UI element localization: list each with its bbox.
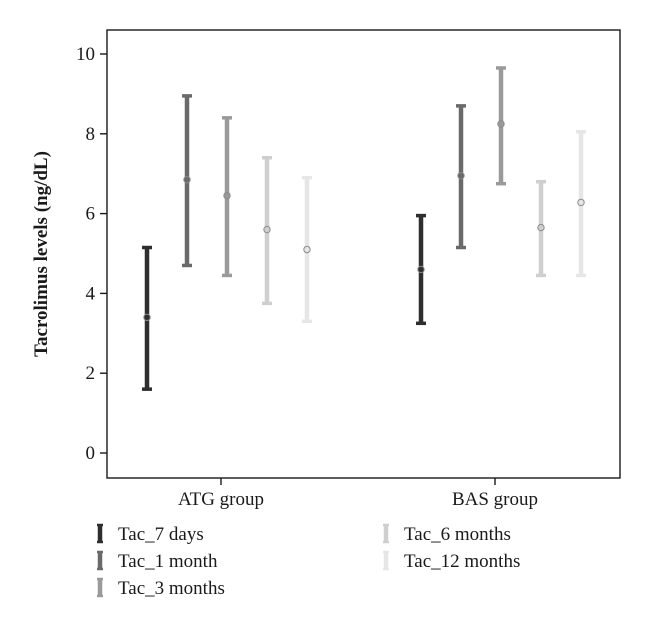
legend-item: Tac_3 months <box>97 577 225 599</box>
mean-point <box>497 120 505 128</box>
mean-point <box>417 265 425 274</box>
mean-point <box>183 175 191 184</box>
mean-point <box>537 223 545 232</box>
y-axis: 0 2 4 6 8 10 <box>76 44 107 464</box>
y-tick-label: 10 <box>76 44 95 65</box>
mean-point <box>143 313 151 322</box>
series-layer <box>142 66 586 391</box>
x-axis: ATG group BAS group <box>178 478 538 510</box>
mean-point <box>303 245 311 254</box>
legend-label: Tac_1 month <box>118 551 218 572</box>
plot-area-border <box>106 29 621 479</box>
series-2 <box>222 66 506 278</box>
y-tick-label: 4 <box>86 283 96 304</box>
mean-point <box>457 171 465 180</box>
legend-item: Tac_7 days <box>97 523 204 545</box>
legend-item: Tac_12 months <box>383 550 520 572</box>
legend: Tac_7 days Tac_1 month Tac_3 months Tac_6 m… <box>97 523 520 599</box>
legend-label: Tac_3 months <box>118 578 225 599</box>
mean-point <box>577 198 585 207</box>
y-tick-label: 6 <box>86 204 96 225</box>
legend-item: Tac_1 month <box>97 550 218 572</box>
legend-label: Tac_6 months <box>404 524 511 545</box>
mean-point <box>223 191 231 200</box>
legend-label: Tac_7 days <box>118 524 204 545</box>
series-0 <box>142 213 426 391</box>
plot-frame <box>106 29 621 479</box>
y-tick-label: 2 <box>86 363 96 384</box>
series-1 <box>182 94 466 268</box>
y-tick-label: 0 <box>86 443 96 464</box>
legend-label: Tac_12 months <box>404 551 520 572</box>
y-axis-label: Tacrolimus levels (ng/dL) <box>31 151 52 357</box>
series-4 <box>302 130 586 324</box>
x-category-label: BAS group <box>452 489 538 510</box>
legend-item: Tac_6 months <box>383 523 511 545</box>
x-category-label: ATG group <box>178 489 264 510</box>
y-tick-label: 8 <box>86 124 96 145</box>
mean-point <box>263 225 271 234</box>
series-3 <box>262 155 546 306</box>
